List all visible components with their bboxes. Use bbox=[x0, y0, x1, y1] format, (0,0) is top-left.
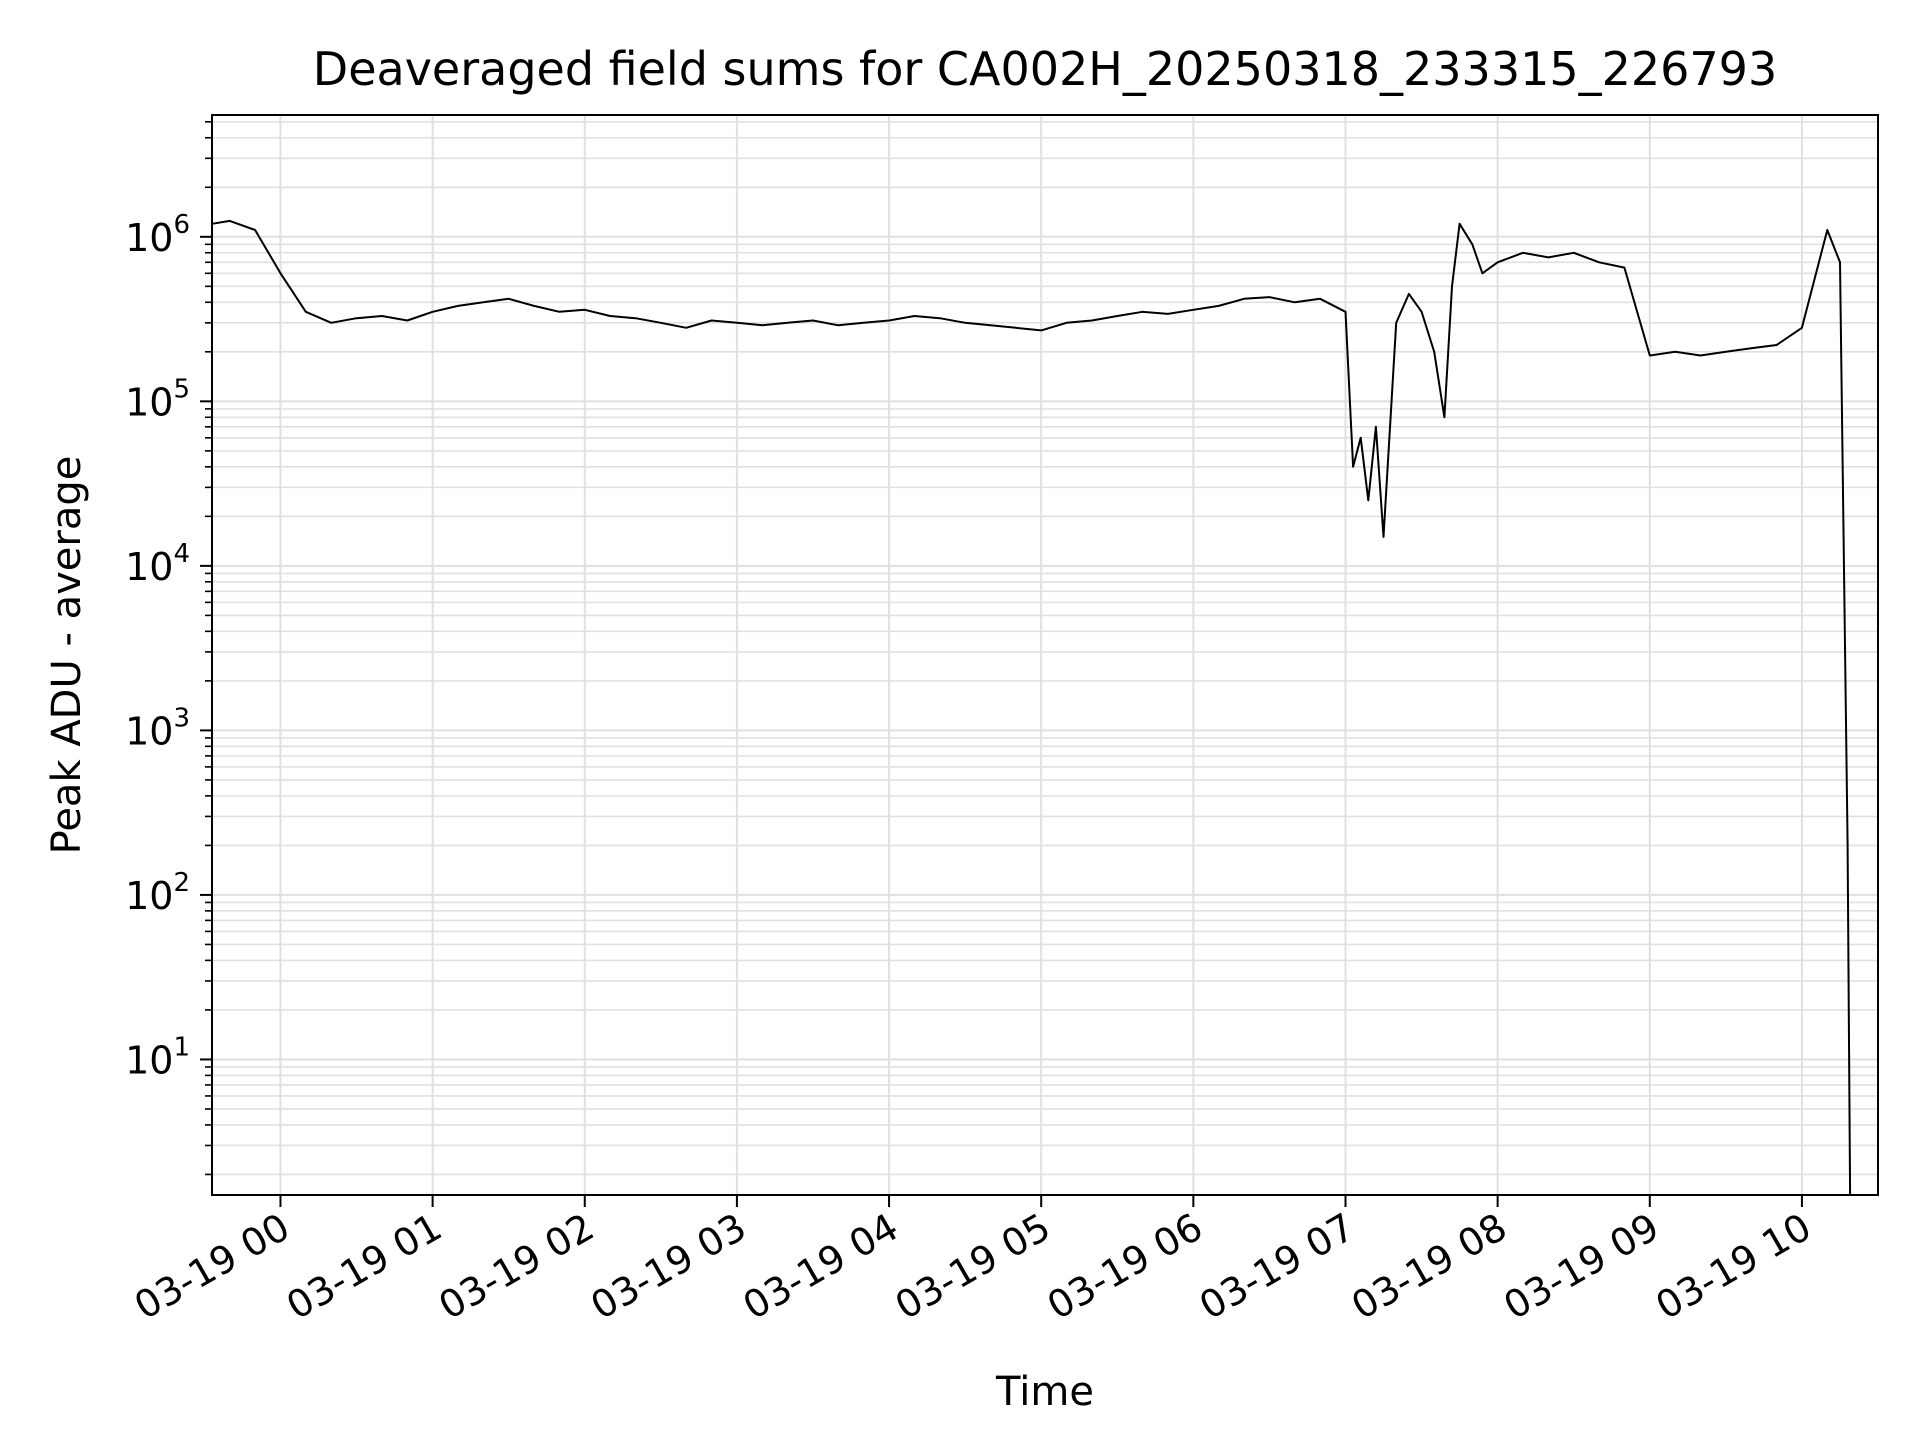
y-tick-label: 101 bbox=[125, 1032, 190, 1082]
y-tick-label: 103 bbox=[125, 703, 190, 753]
y-tick-label: 104 bbox=[125, 539, 190, 589]
y-axis: 101 102 103 104 105 106 bbox=[125, 121, 212, 1176]
chart-title: Deaveraged field sums for CA002H_2025031… bbox=[313, 42, 1777, 96]
plot-frame bbox=[211, 114, 1879, 1196]
series-line bbox=[211, 219, 1852, 1196]
y-tick-label: 105 bbox=[125, 374, 190, 424]
grid bbox=[212, 115, 1878, 1195]
y-tick-label: 106 bbox=[125, 210, 190, 260]
x-axis-label: Time bbox=[995, 1369, 1094, 1415]
y-tick-label: 102 bbox=[125, 868, 190, 918]
series-layer bbox=[211, 219, 1852, 1196]
y-axis-label: Peak ADU - average bbox=[44, 456, 90, 855]
